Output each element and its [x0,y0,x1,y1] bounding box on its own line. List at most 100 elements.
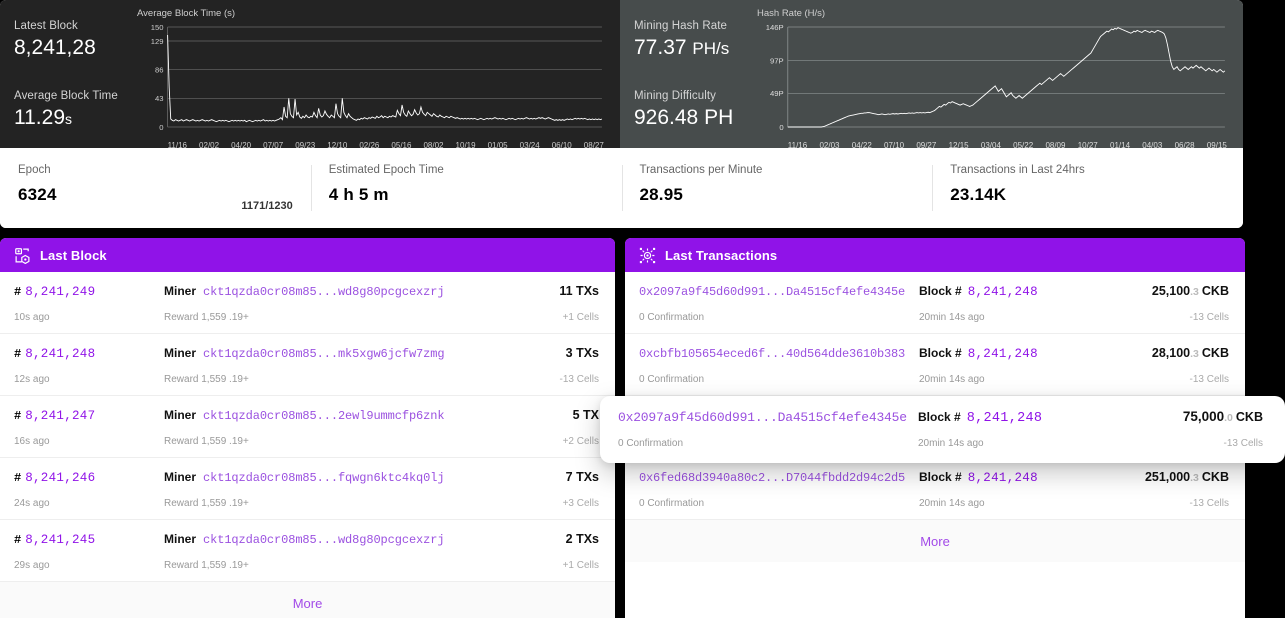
mining-difficulty-kpi: Mining Difficulty 926.48 PH [634,90,755,130]
floating-transaction-confirmation: 0 Confirmation [618,438,684,449]
transaction-row[interactable]: 0x6fed68d3940a80c2...D7044fbdd2d94c2d5 Bl… [625,458,1245,520]
miner-label: Miner [164,532,197,546]
block-age: 12s ago [14,374,50,385]
last-transactions-more-button[interactable]: More [625,520,1245,562]
transaction-hash[interactable]: 0x6fed68d3940a80c2...D7044fbdd2d94c2d5 [639,471,906,485]
x-tick-label: 05/16 [391,141,412,150]
miner-address[interactable]: ckt1qzda0cr08m85...fqwgn6ktc4kq0lj [203,471,445,485]
last-block-rows: #8,241,249 Miner ckt1qzda0cr08m85...wd8g80… [0,272,615,582]
x-tick-label: 11/16 [167,141,188,150]
block-cells-delta: +3 Cells [562,498,599,509]
floating-transaction-hash[interactable]: 0x2097a9f45d60d991...Da4515cf4efe4345e [618,410,907,425]
x-tick-label: 10/27 [1077,141,1098,150]
x-tick-label: 10/19 [455,141,476,150]
transaction-amount-decimal: .3 [1190,472,1199,484]
transaction-hover-card[interactable]: 0x2097a9f45d60d991...Da4515cf4efe4345e Bl… [600,396,1285,463]
block-row[interactable]: #8,241,247 Miner ckt1qzda0cr08m85...2ewl9u… [0,396,615,458]
last-block-more-label: More [292,595,323,611]
transaction-amount-integer: 251,000 [1144,470,1191,484]
block-age: 24s ago [14,498,50,509]
transaction-amount-integer: 28,100 [1151,346,1191,360]
miner-address[interactable]: ckt1qzda0cr08m85...mk5xgw6jcfw7zmg [203,347,445,361]
mining-hash-rate-value: 77.37 PH/s [634,36,755,60]
last-transactions-title: Last Transactions [665,247,778,263]
transaction-block-label: Block # [919,470,962,484]
miner-label: Miner [164,408,197,422]
stat-transactions-last-24hrs-value: 23.14K [950,185,1007,204]
transaction-hash[interactable]: 0x2097a9f45d60d991...Da4515cf4efe4345e [639,285,906,299]
transaction-row[interactable]: 0x2097a9f45d60d991...Da4515cf4efe4345e Bl… [625,272,1245,334]
x-tick-label: 08/27 [583,141,604,150]
latest-block-value: 8,241,28 [14,36,96,59]
block-age: 10s ago [14,312,50,323]
block-hash-prefix: # [14,347,22,361]
transaction-age: 20min 14s ago [919,498,985,509]
block-number[interactable]: 8,241,247 [25,409,96,423]
block-cells-delta: +2 Cells [562,436,599,447]
stat-estimated-epoch-time-value: 4 h 5 m [328,185,389,204]
hash-rate-chart-wrap: Hash Rate (H/s) 146P 97P 49P 0 11/16 02/03 04… [755,0,1243,150]
block-hash-prefix: # [14,285,22,299]
mining-difficulty-value: 926.48 PH [634,106,734,129]
x-tick-label: 08/09 [1045,141,1066,150]
block-time-chart-wrap: Average Block Time (s) 150 129 86 43 0 11/16… [135,0,620,150]
x-tick-label: 04/20 [231,141,252,150]
block-number[interactable]: 8,241,245 [25,533,96,547]
block-row[interactable]: #8,241,245 Miner ckt1qzda0cr08m85...wd8g80… [0,520,615,582]
transaction-cells-delta: -13 Cells [1189,498,1229,509]
x-tick-label: 11/16 [787,141,808,150]
miner-address[interactable]: ckt1qzda0cr08m85...wd8g80pcgcexzrj [203,533,445,547]
stat-epoch-progress: 1171/1230 [241,200,293,212]
last-block-more-button[interactable]: More [0,582,615,618]
transaction-block-number[interactable]: 8,241,248 [967,347,1038,361]
latest-block-kpi: Latest Block 8,241,28 [14,20,135,60]
transaction-amount-decimal: .3 [1190,348,1199,360]
svg-text:129: 129 [151,37,164,46]
x-tick-label: 08/02 [423,141,444,150]
floating-transaction-cells-delta: -13 Cells [1223,438,1263,449]
x-tick-label: 02/03 [819,141,840,150]
last-block-panel: Last Block #8,241,249 Miner ckt1qzda0cr08m… [0,238,615,618]
x-tick-label: 09/23 [295,141,316,150]
block-age: 16s ago [14,436,50,447]
miner-address[interactable]: ckt1qzda0cr08m85...wd8g80pcgcexzrj [203,285,445,299]
x-tick-label: 02/26 [359,141,380,150]
floating-transaction-amount-unit: CKB [1235,410,1263,424]
block-row[interactable]: #8,241,246 Miner ckt1qzda0cr08m85...fqwgn6… [0,458,615,520]
block-reward: Reward 1,559 .19+ [164,436,249,447]
block-time-line-chart: 150 129 86 43 0 [151,23,606,132]
miner-address[interactable]: ckt1qzda0cr08m85...2ewl9ummcfp6znk [203,409,445,423]
transaction-icon [639,247,656,263]
x-tick-label: 07/10 [884,141,905,150]
block-row[interactable]: #8,241,249 Miner ckt1qzda0cr08m85...wd8g80… [0,272,615,334]
x-tick-label: 01/05 [487,141,508,150]
transaction-hash[interactable]: 0xcbfb105654eced6f...40d564dde3610b383 [639,347,906,361]
block-tx-count: 11 TXs [559,284,599,298]
transaction-block-number[interactable]: 8,241,248 [967,285,1038,299]
block-number[interactable]: 8,241,246 [25,471,96,485]
transaction-age: 20min 14s ago [919,374,985,385]
block-number[interactable]: 8,241,249 [25,285,96,299]
transaction-amount-decimal: .3 [1190,286,1199,298]
block-reward: Reward 1,559 .19+ [164,560,249,571]
hash-rate-x-axis: 11/16 02/03 04/22 07/10 09/27 12/15 03/04 05/22… [757,141,1229,153]
block-hash-prefix: # [14,471,22,485]
x-tick-label: 12/15 [948,141,969,150]
block-row[interactable]: #8,241,248 Miner ckt1qzda0cr08m85...mk5xgw… [0,334,615,396]
average-block-time-number: 11.29 [14,106,65,129]
x-tick-label: 07/07 [263,141,284,150]
floating-transaction-block-number[interactable]: 8,241,248 [966,411,1043,426]
network-stats-strip: Epoch 6324 1171/1230 Estimated Epoch Tim… [0,148,1243,228]
transaction-amount-unit: CKB [1201,470,1229,484]
transaction-row[interactable]: 0xcbfb105654eced6f...40d564dde3610b383 Bl… [625,334,1245,396]
svg-text:150: 150 [151,23,164,32]
transaction-block-number[interactable]: 8,241,248 [967,471,1038,485]
svg-text:0: 0 [779,123,783,132]
block-tx-count: 3 TXs [565,346,599,360]
x-tick-label: 01/14 [1110,141,1131,150]
svg-text:146P: 146P [766,23,784,32]
transaction-block-label: Block # [919,284,962,298]
transaction-block-label: Block # [919,346,962,360]
block-number[interactable]: 8,241,248 [25,347,96,361]
block-kpi-column: Latest Block 8,241,28 Average Block Time… [0,0,135,148]
